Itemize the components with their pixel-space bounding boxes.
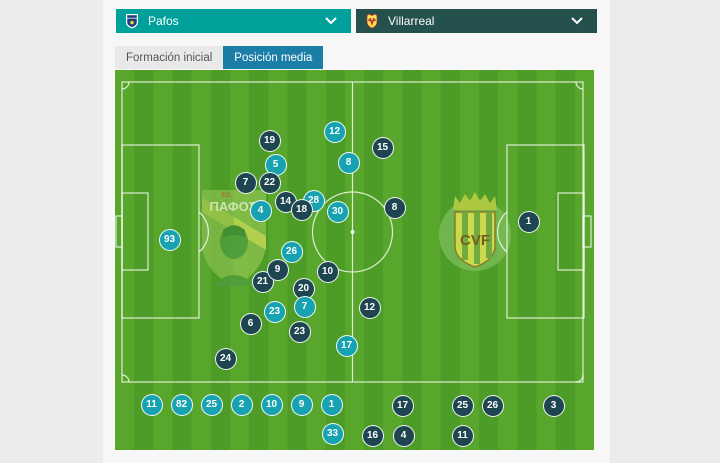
player-marker-away-8[interactable]: 8 [383,196,406,219]
svg-text:F.C.: F.C. [222,193,233,199]
player-marker-home-33[interactable]: 33 [321,422,344,445]
pafos-badge-icon [126,14,138,29]
away-team-label: Villarreal [388,14,435,28]
player-marker-away-6[interactable]: 6 [239,312,262,335]
svg-text:ΠΑΦΟΣ: ΠΑΦΟΣ [209,199,256,214]
player-marker-away-1[interactable]: 1 [517,210,540,233]
player-marker-home-7[interactable]: 7 [293,295,316,318]
player-marker-home-4[interactable]: 4 [249,199,272,222]
away-team-dropdown[interactable]: Villarreal [356,9,597,33]
chevron-down-icon [325,17,337,25]
player-marker-away-22[interactable]: 22 [258,171,281,194]
player-marker-away-19[interactable]: 19 [258,129,281,152]
tab-formacion-inicial[interactable]: Formación inicial [115,46,224,69]
player-marker-away-3[interactable]: 3 [542,394,565,417]
player-marker-away-4[interactable]: 4 [392,424,415,447]
player-marker-away-12[interactable]: 12 [358,296,381,319]
player-marker-away-15[interactable]: 15 [371,136,394,159]
content-panel: Pafos Villarreal Formación inicial [103,0,610,463]
player-marker-away-18[interactable]: 18 [290,198,313,221]
player-marker-home-10[interactable]: 10 [260,393,283,416]
player-marker-home-82[interactable]: 82 [170,393,193,416]
player-marker-home-8[interactable]: 8 [337,151,360,174]
pitch: F.C. ΠΑΦΟΣ CVF [115,70,594,450]
tab-posicion-media[interactable]: Posición media [223,46,324,69]
player-marker-away-11[interactable]: 11 [451,424,474,447]
player-marker-home-23[interactable]: 23 [263,300,286,323]
player-marker-away-10[interactable]: 10 [316,260,339,283]
player-marker-home-93[interactable]: 93 [158,228,181,251]
player-marker-home-1[interactable]: 1 [320,393,343,416]
player-marker-away-25[interactable]: 25 [451,394,474,417]
player-marker-home-30[interactable]: 30 [326,200,349,223]
player-marker-home-26[interactable]: 26 [280,240,303,263]
player-marker-away-16[interactable]: 16 [361,424,384,447]
chevron-down-icon [571,17,583,25]
villarreal-crest-watermark: CVF [439,192,511,271]
player-marker-home-17[interactable]: 17 [335,334,358,357]
view-tabs: Formación inicial Posición media [115,46,324,69]
player-marker-away-24[interactable]: 24 [214,347,237,370]
pitch-lines [115,81,592,383]
player-marker-home-25[interactable]: 25 [200,393,223,416]
tab-posicion-label: Posición media [234,51,313,64]
player-marker-home-11[interactable]: 11 [140,393,163,416]
player-marker-home-12[interactable]: 12 [323,120,346,143]
player-marker-away-17[interactable]: 17 [391,394,414,417]
player-marker-home-2[interactable]: 2 [230,393,253,416]
player-marker-away-7[interactable]: 7 [234,171,257,194]
tab-formacion-label: Formación inicial [126,51,213,64]
player-marker-home-9[interactable]: 9 [290,393,313,416]
player-layer: 19 5 22 7 4 28 14 18 30 12 8 15 8 93 26 21 9 10 20 7 6 23 23 12… [115,70,594,450]
villarreal-badge-icon [366,13,378,29]
pitch-markings: F.C. ΠΑΦΟΣ CVF [115,81,592,383]
home-team-label: Pafos [148,14,179,28]
player-marker-away-23[interactable]: 23 [288,320,311,343]
player-marker-away-26[interactable]: 26 [481,394,504,417]
svg-text:CVF: CVF [460,232,490,249]
home-team-dropdown[interactable]: Pafos [116,9,351,33]
player-marker-away-9[interactable]: 9 [266,258,289,281]
